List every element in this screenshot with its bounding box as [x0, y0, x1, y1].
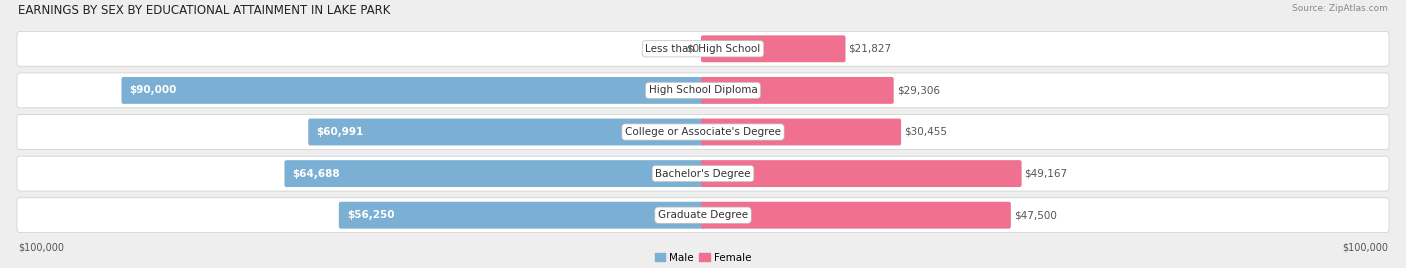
FancyBboxPatch shape — [339, 202, 704, 229]
Text: Less than High School: Less than High School — [645, 44, 761, 54]
FancyBboxPatch shape — [308, 118, 704, 146]
Text: $90,000: $90,000 — [129, 85, 177, 95]
Text: $29,306: $29,306 — [897, 85, 939, 95]
FancyBboxPatch shape — [17, 114, 1389, 150]
Text: Graduate Degree: Graduate Degree — [658, 210, 748, 220]
FancyBboxPatch shape — [702, 202, 1011, 229]
Text: $30,455: $30,455 — [904, 127, 948, 137]
FancyBboxPatch shape — [17, 73, 1389, 108]
Legend: Male, Female: Male, Female — [655, 253, 751, 263]
Text: $60,991: $60,991 — [316, 127, 364, 137]
FancyBboxPatch shape — [284, 160, 704, 187]
Text: Source: ZipAtlas.com: Source: ZipAtlas.com — [1292, 4, 1388, 13]
Text: EARNINGS BY SEX BY EDUCATIONAL ATTAINMENT IN LAKE PARK: EARNINGS BY SEX BY EDUCATIONAL ATTAINMEN… — [18, 4, 391, 17]
Text: $100,000: $100,000 — [1341, 242, 1388, 252]
FancyBboxPatch shape — [17, 156, 1389, 191]
Text: $56,250: $56,250 — [347, 210, 394, 220]
FancyBboxPatch shape — [17, 198, 1389, 233]
Text: $47,500: $47,500 — [1014, 210, 1057, 220]
Text: High School Diploma: High School Diploma — [648, 85, 758, 95]
Text: College or Associate's Degree: College or Associate's Degree — [626, 127, 780, 137]
Text: $0: $0 — [686, 44, 699, 54]
Text: $100,000: $100,000 — [18, 242, 65, 252]
FancyBboxPatch shape — [702, 35, 845, 62]
FancyBboxPatch shape — [17, 31, 1389, 66]
Text: Bachelor's Degree: Bachelor's Degree — [655, 169, 751, 178]
Text: $64,688: $64,688 — [292, 169, 340, 178]
FancyBboxPatch shape — [702, 77, 894, 104]
FancyBboxPatch shape — [702, 118, 901, 146]
FancyBboxPatch shape — [121, 77, 704, 104]
FancyBboxPatch shape — [702, 160, 1022, 187]
Text: $21,827: $21,827 — [849, 44, 891, 54]
Text: $49,167: $49,167 — [1025, 169, 1067, 178]
